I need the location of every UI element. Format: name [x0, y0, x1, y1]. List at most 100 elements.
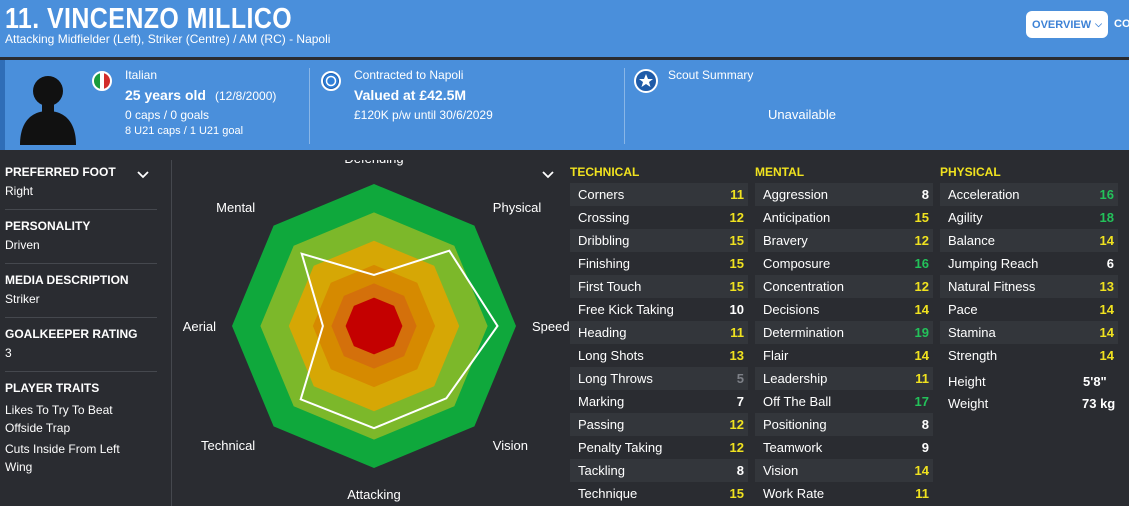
attribute-row[interactable]: Decisions 14 — [755, 298, 933, 321]
attribute-value: 14 — [914, 348, 929, 363]
attribute-row[interactable]: Anticipation 15 — [755, 206, 933, 229]
weight-label: Weight — [948, 396, 989, 411]
chevron-down-icon[interactable] — [137, 171, 149, 179]
attribute-value: 14 — [1099, 325, 1114, 340]
attribute-name: Determination — [763, 325, 844, 340]
divider — [309, 68, 310, 144]
attribute-row[interactable]: Work Rate 11 — [755, 482, 933, 505]
overview-dropdown-button[interactable]: OVERVIEW ⌵ — [1026, 11, 1108, 38]
trait-item[interactable]: Wing — [5, 460, 33, 474]
attribute-value: 9 — [921, 440, 929, 455]
attribute-row[interactable]: Dribbling 15 — [570, 229, 748, 252]
attribute-row[interactable]: Determination 19 — [755, 321, 933, 344]
radar-ring — [345, 297, 403, 355]
attribute-value: 15 — [729, 256, 744, 271]
attribute-value: 10 — [729, 302, 744, 317]
attribute-row[interactable]: Penalty Taking 12 — [570, 436, 748, 459]
contract-wage: £120K p/w until 30/6/2029 — [354, 108, 493, 122]
attribute-row[interactable]: Crossing 12 — [570, 206, 748, 229]
attribute-row[interactable]: Bravery 12 — [755, 229, 933, 252]
attribute-name: Off The Ball — [763, 394, 832, 409]
attribute-row[interactable]: Aggression 8 — [755, 183, 933, 206]
personality-value: Driven — [5, 238, 40, 252]
star-icon — [634, 69, 658, 93]
nationality: Italian — [125, 68, 158, 82]
attribute-row[interactable]: Long Shots 13 — [570, 344, 748, 367]
attribute-value: 13 — [1099, 279, 1114, 294]
attribute-name: Passing — [578, 417, 625, 432]
italy-flag-icon — [92, 71, 112, 91]
international-caps: 0 caps / 0 goals — [125, 108, 210, 122]
player-age: 25 years old — [125, 87, 206, 103]
height-label: Height — [948, 374, 986, 389]
attribute-row[interactable]: Tackling 8 — [570, 459, 748, 482]
attribute-row[interactable]: Natural Fitness 13 — [940, 275, 1118, 298]
player-avatar — [20, 76, 76, 145]
scout-summary-status: Unavailable — [768, 107, 836, 122]
attribute-value: 11 — [730, 187, 744, 202]
attribute-name: Leadership — [763, 371, 828, 386]
attribute-row[interactable]: Heading 11 — [570, 321, 748, 344]
attribute-row[interactable]: First Touch 15 — [570, 275, 748, 298]
trait-item[interactable]: Cuts Inside From Left — [5, 442, 120, 456]
attribute-row[interactable]: Passing 12 — [570, 413, 748, 436]
attribute-value: 14 — [1099, 302, 1114, 317]
attribute-name: Balance — [948, 233, 995, 248]
attribute-row[interactable]: Balance 14 — [940, 229, 1118, 252]
attribute-name: Decisions — [763, 302, 820, 317]
personality-label: PERSONALITY — [5, 219, 91, 233]
player-traits-label: PLAYER TRAITS — [5, 381, 100, 395]
radar-axis-label: Defending — [344, 160, 403, 166]
player-value: Valued at £42.5M — [354, 87, 467, 103]
attribute-row[interactable]: Marking 7 — [570, 390, 748, 413]
attribute-row[interactable]: Pace 14 — [940, 298, 1118, 321]
attribute-name: Flair — [763, 348, 789, 363]
attribute-row[interactable]: Acceleration 16 — [940, 183, 1118, 206]
attribute-row[interactable]: Finishing 15 — [570, 252, 748, 275]
attribute-row[interactable]: Leadership 11 — [755, 367, 933, 390]
attribute-name: Pace — [948, 302, 978, 317]
attribute-name: Dribbling — [578, 233, 630, 248]
attribute-name: Jumping Reach — [948, 256, 1039, 271]
attribute-name: Free Kick Taking — [578, 302, 674, 317]
attribute-name: Aggression — [763, 187, 829, 202]
divider — [624, 68, 625, 144]
chevron-down-icon[interactable] — [542, 171, 554, 179]
attribute-row[interactable]: Flair 14 — [755, 344, 933, 367]
trait-item[interactable]: Likes To Try To Beat — [5, 403, 113, 417]
technical-heading: TECHNICAL — [570, 165, 640, 179]
attribute-name: Concentration — [763, 279, 844, 294]
attribute-row[interactable]: Stamina 14 — [940, 321, 1118, 344]
trait-item[interactable]: Offside Trap — [5, 421, 71, 435]
attribute-row[interactable]: Jumping Reach 6 — [940, 252, 1118, 275]
attribute-name: Acceleration — [948, 187, 1020, 202]
attribute-row[interactable]: Positioning 8 — [755, 413, 933, 436]
attribute-name: Finishing — [578, 256, 631, 271]
attribute-row[interactable]: Teamwork 9 — [755, 436, 933, 459]
attribute-value: 17 — [914, 394, 929, 409]
divider — [171, 160, 172, 506]
attribute-row[interactable]: Corners 11 — [570, 183, 748, 206]
attribute-value: 14 — [1099, 233, 1114, 248]
attribute-name: Anticipation — [763, 210, 831, 225]
attribute-value: 7 — [736, 394, 744, 409]
attribute-value: 8 — [921, 187, 929, 202]
divider — [5, 263, 157, 264]
chevron-down-icon: ⌵ — [1095, 19, 1102, 29]
next-tab-label[interactable]: CO — [1114, 18, 1129, 30]
attribute-name: Teamwork — [763, 440, 823, 455]
attribute-row[interactable]: Vision 14 — [755, 459, 933, 482]
attribute-row[interactable]: Long Throws 5 — [570, 367, 748, 390]
attribute-row[interactable]: Off The Ball 17 — [755, 390, 933, 413]
attribute-row[interactable]: Agility 18 — [940, 206, 1118, 229]
attribute-row[interactable]: Free Kick Taking 10 — [570, 298, 748, 321]
attribute-row[interactable]: Technique 15 — [570, 482, 748, 505]
attribute-row[interactable]: Strength 14 — [940, 344, 1118, 367]
player-dob: (12/8/2000) — [215, 89, 277, 103]
attribute-row[interactable]: Composure 16 — [755, 252, 933, 275]
radar-axis-label: Vision — [493, 438, 528, 453]
attribute-value: 5 — [736, 371, 744, 386]
attribute-value: 12 — [914, 233, 929, 248]
attribute-value: 16 — [1099, 187, 1114, 202]
attribute-row[interactable]: Concentration 12 — [755, 275, 933, 298]
